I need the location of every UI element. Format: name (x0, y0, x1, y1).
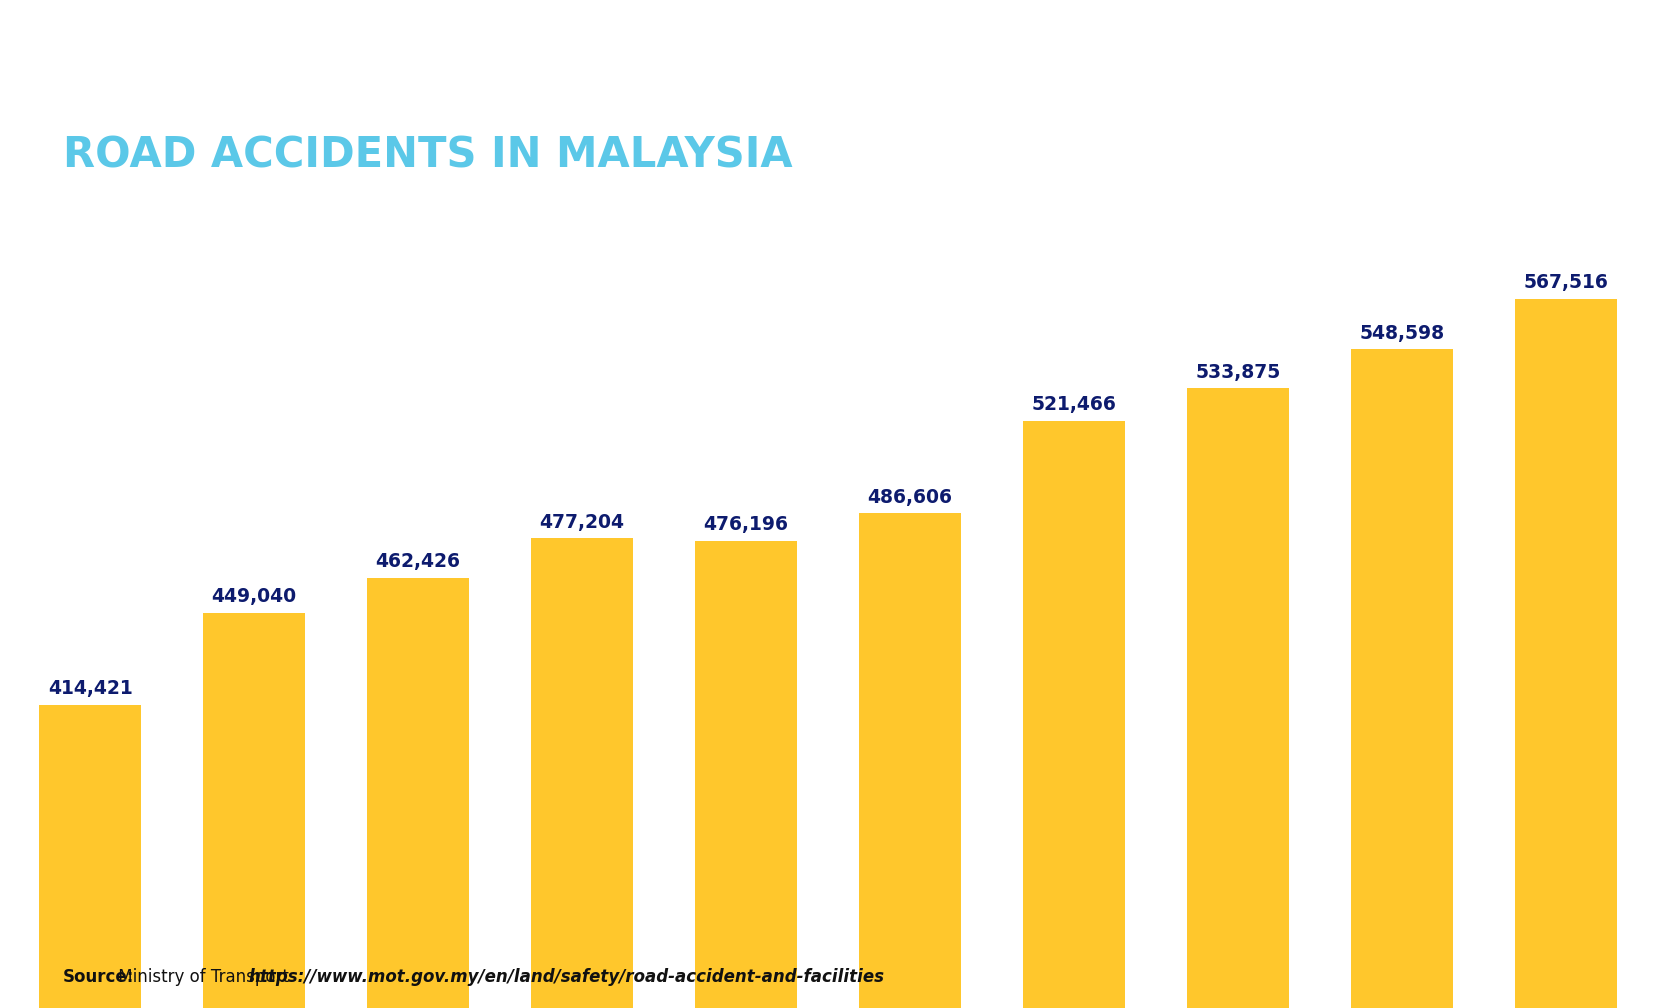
Text: Source:: Source: (63, 968, 134, 986)
Text: 533,875: 533,875 (1195, 363, 1279, 382)
Bar (1187, 388, 1288, 1008)
Bar (695, 541, 796, 1008)
Text: 2010 -2019: 2010 -2019 (63, 46, 520, 116)
Bar (859, 513, 960, 1008)
Bar (204, 613, 305, 1008)
Text: 567,516: 567,516 (1523, 273, 1607, 292)
Text: 548,598: 548,598 (1359, 324, 1443, 343)
Text: 476,196: 476,196 (703, 515, 788, 534)
Text: 414,421: 414,421 (48, 679, 132, 699)
Text: 477,204: 477,204 (540, 513, 624, 532)
Text: ROAD ACCIDENTS IN MALAYSIA: ROAD ACCIDENTS IN MALAYSIA (63, 134, 793, 176)
Bar (40, 705, 141, 1008)
Bar (1023, 421, 1124, 1008)
Bar (1350, 349, 1451, 1008)
Text: https://www.mot.gov.my/en/land/safety/road-accident-and-facilities: https://www.mot.gov.my/en/land/safety/ro… (248, 968, 884, 986)
Text: 462,426: 462,426 (376, 552, 460, 571)
Text: 486,606: 486,606 (867, 488, 952, 507)
Text: 521,466: 521,466 (1031, 395, 1115, 414)
Text: Ministry of Transport: Ministry of Transport (113, 968, 293, 986)
Bar (531, 538, 632, 1008)
Bar (1514, 299, 1615, 1008)
Bar (367, 578, 468, 1008)
Text: 449,040: 449,040 (212, 588, 296, 607)
